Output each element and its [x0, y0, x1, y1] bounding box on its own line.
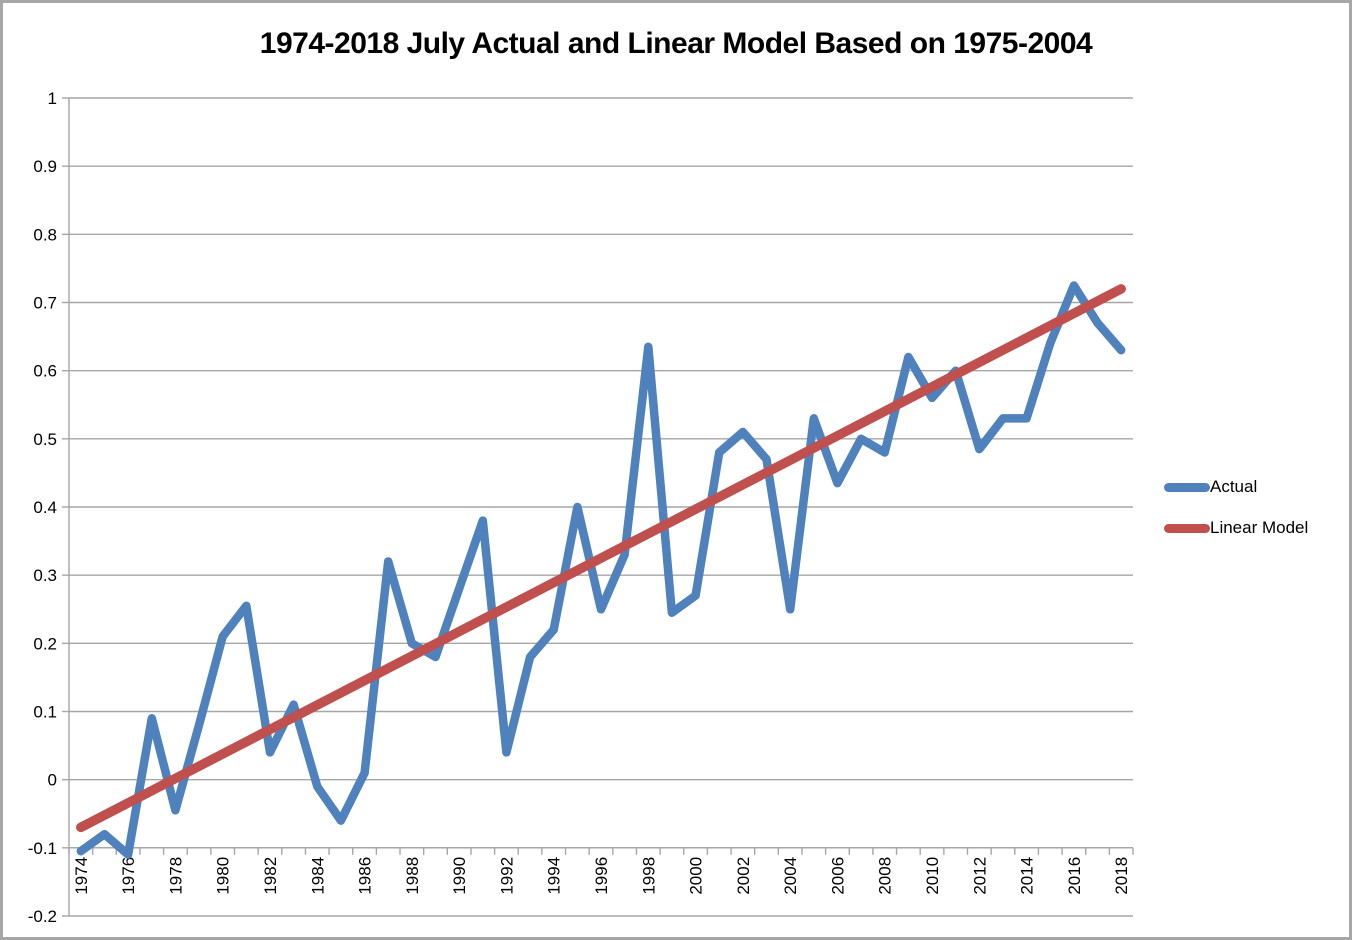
y-axis-tick-label: 0.6 [33, 362, 57, 381]
x-axis-tick-label: 2004 [781, 857, 800, 895]
legend-label-actual: Actual [1210, 477, 1258, 496]
x-axis-tick-label: 2014 [1018, 857, 1037, 895]
y-axis-tick-label: 0.9 [33, 157, 57, 176]
actual-line-marker [1164, 482, 1210, 492]
y-axis-tick-label: 0.5 [33, 430, 57, 449]
y-axis-tick-label: 0.7 [33, 294, 57, 313]
chart-legend: Actual Linear Model [1164, 477, 1308, 559]
linear-model-line-marker [1164, 523, 1210, 533]
legend-label-linear-model: Linear Model [1210, 518, 1309, 537]
x-axis-tick-label: 1992 [497, 857, 516, 895]
x-axis-tick-label: 2002 [734, 857, 753, 895]
x-axis-tick-label: 1984 [308, 857, 327, 895]
x-axis-tick-label: 1978 [166, 857, 185, 895]
y-axis-tick-label: 0.2 [33, 634, 57, 653]
x-axis-tick-label: 1982 [261, 857, 280, 895]
legend-item-actual[interactable]: Actual [1164, 477, 1308, 497]
y-axis-tick-label: -0.2 [28, 907, 57, 926]
x-axis-tick-label: 1986 [356, 857, 375, 895]
chart-plot-area: 1 0.9 0.8 0.7 0.6 0.5 0.4 0.3 0.2 0.1 0 -0.1 -0.2 197… [28, 89, 1134, 926]
x-axis-tick-label: 2006 [828, 857, 847, 895]
x-axis-tick-label: 1976 [119, 857, 138, 895]
y-axis-tick-label: 0.4 [33, 498, 57, 517]
y-axis-tick-label: 1 [48, 89, 57, 108]
x-axis-tick-label: 2012 [970, 857, 989, 895]
x-axis-tick-label: 2008 [876, 857, 895, 895]
y-axis-tick-label: 0.8 [33, 225, 57, 244]
x-axis-tick-label: 2010 [923, 857, 942, 895]
x-axis-tick-label: 1996 [592, 857, 611, 895]
x-axis-tick-label: 1994 [545, 857, 564, 895]
x-axis-tick-label: 2018 [1112, 857, 1131, 895]
x-axis-tick-label: 2016 [1065, 857, 1084, 895]
chart-title: 1974-2018 July Actual and Linear Model B… [259, 27, 1093, 60]
x-axis-tick-label: 1998 [639, 857, 658, 895]
y-axis-tick-label: -0.1 [28, 839, 57, 858]
x-axis-tick-label: 2000 [687, 857, 706, 895]
x-axis-tick-label: 1980 [214, 857, 233, 895]
linear-model-series-line [76, 284, 1126, 833]
y-axis-tick-label: 0.1 [33, 703, 57, 722]
x-axis-tick-label: 1988 [403, 857, 422, 895]
y-axis-tick-label: 0 [48, 771, 57, 790]
x-axis-tick-label: 1990 [450, 857, 469, 895]
x-axis-tick-label: 1974 [72, 857, 91, 895]
y-axis-tick-label: 0.3 [33, 566, 57, 585]
legend-item-linear-model[interactable]: Linear Model [1164, 518, 1308, 538]
